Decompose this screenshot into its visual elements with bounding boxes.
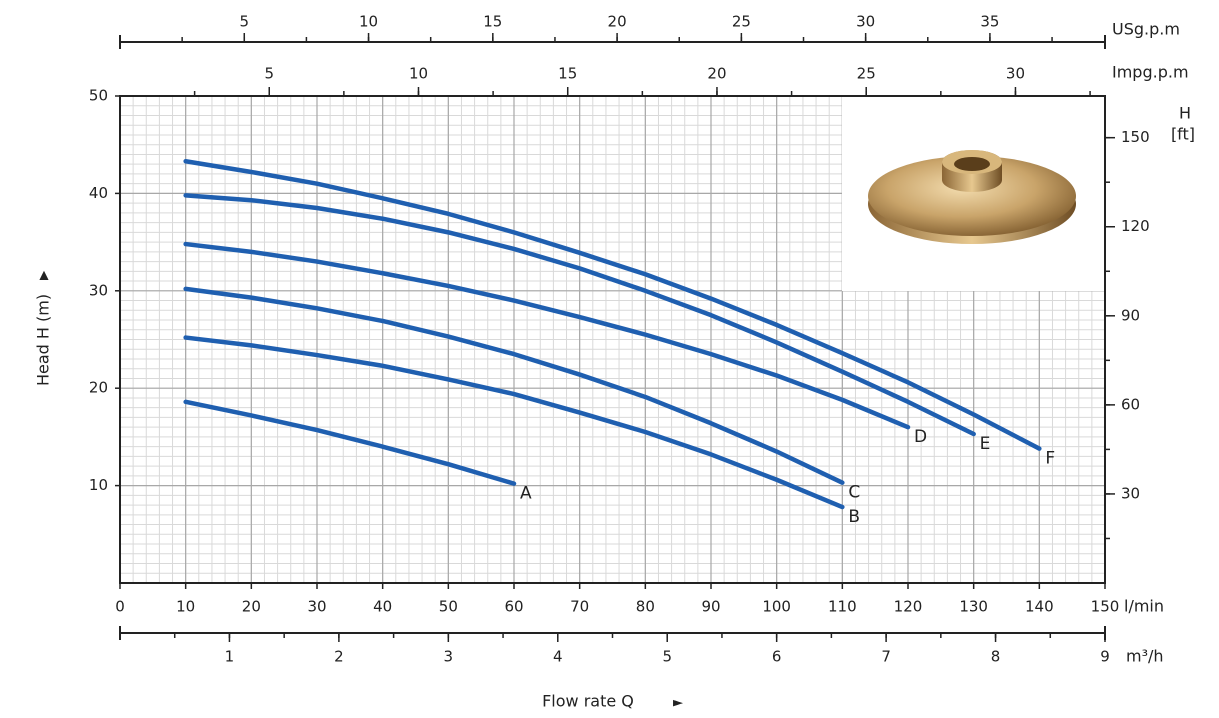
x-tick-label: 140 [1025, 598, 1054, 616]
curve [183, 241, 911, 430]
secondary-tick-label: 3 [444, 648, 454, 666]
curve [183, 399, 517, 486]
secondary-tick-label: 15 [558, 65, 577, 83]
secondary-tick-label: 10 [409, 65, 428, 83]
y-axis-label: Head H (m) [34, 294, 53, 386]
x-axis-label: Flow rate Q [542, 692, 634, 711]
y2-tick-label: 90 [1121, 306, 1140, 324]
secondary-axis-label: USg.p.m [1112, 20, 1180, 39]
y-tick-label: 40 [89, 184, 108, 202]
y-tick-label: 30 [89, 281, 108, 299]
secondary-tick-label: 5 [662, 648, 672, 666]
secondary-axis-label: Impg.p.m [1112, 63, 1189, 82]
secondary-tick-label: 6 [772, 648, 782, 666]
secondary-tick-label: 20 [608, 13, 627, 31]
secondary-tick-label: 4 [553, 648, 563, 666]
y-tick-label: 10 [89, 476, 108, 494]
x-tick-label: 40 [373, 598, 392, 616]
x-tick-label: 110 [828, 598, 857, 616]
secondary-axis-label: m³/h [1126, 647, 1164, 666]
secondary-tick-label: 5 [240, 13, 250, 31]
y2-tick-label: 150 [1121, 128, 1150, 146]
x-tick-label: 70 [570, 598, 589, 616]
x-tick-label: 90 [701, 598, 720, 616]
curve-label: E [980, 434, 991, 454]
x-tick-label: 30 [307, 598, 326, 616]
curve-label: D [914, 427, 927, 447]
curve [183, 335, 845, 510]
x-tick-label: 150 [1091, 598, 1120, 616]
y2-axis-unit: [ft] [1171, 125, 1195, 144]
secondary-tick-label: 7 [881, 648, 891, 666]
plot-frame [119, 95, 1106, 584]
y2-tick-label: 60 [1121, 395, 1140, 413]
x-tick-label: 50 [439, 598, 458, 616]
secondary-tick-label: 8 [991, 648, 1001, 666]
y2-tick-label: 30 [1121, 484, 1140, 502]
x-tick-label: 0 [115, 598, 125, 616]
curve [183, 159, 1042, 451]
impeller-photo [842, 97, 1104, 291]
secondary-tick-label: 25 [857, 65, 876, 83]
curve-label: B [848, 507, 860, 527]
secondary-tick-label: 25 [732, 13, 751, 31]
x-tick-label: 120 [894, 598, 923, 616]
plot: 0 10 20 30 40 50 60 70 80 90 100 110 120 130 140 150102… [89, 13, 1189, 666]
secondary-tick-label: 2 [334, 648, 344, 666]
secondary-tick-label: 5 [264, 65, 274, 83]
x-tick-label: 80 [636, 598, 655, 616]
secondary-tick-label: 30 [1006, 65, 1025, 83]
y-tick-label: 20 [89, 379, 108, 397]
secondary-tick-label: 20 [707, 65, 726, 83]
curve [183, 286, 845, 485]
x-tick-label: 100 [762, 598, 791, 616]
secondary-tick-label: 1 [225, 648, 235, 666]
secondary-tick-label: 35 [980, 13, 999, 31]
y-axis-arrow: ▲ [39, 268, 49, 282]
secondary-tick-label: 15 [483, 13, 502, 31]
secondary-tick-label: 10 [359, 13, 378, 31]
x-tick-label: 20 [242, 598, 261, 616]
y-tick-label: 50 [89, 87, 108, 105]
x-axis-unit: l/min [1124, 597, 1164, 616]
secondary-tick-label: 9 [1100, 648, 1110, 666]
curve-label: F [1045, 449, 1055, 469]
x-tick-label: 60 [504, 598, 523, 616]
y2-tick-label: 120 [1121, 217, 1150, 235]
curve-label: A [520, 484, 532, 504]
y2-axis-label: H [1179, 104, 1191, 123]
curve [183, 193, 976, 437]
x-tick-label: 10 [176, 598, 195, 616]
x-axis-arrow: ► [673, 696, 683, 711]
x-tick-label: 130 [959, 598, 988, 616]
curve-label: C [848, 483, 860, 503]
secondary-tick-label: 30 [856, 13, 875, 31]
